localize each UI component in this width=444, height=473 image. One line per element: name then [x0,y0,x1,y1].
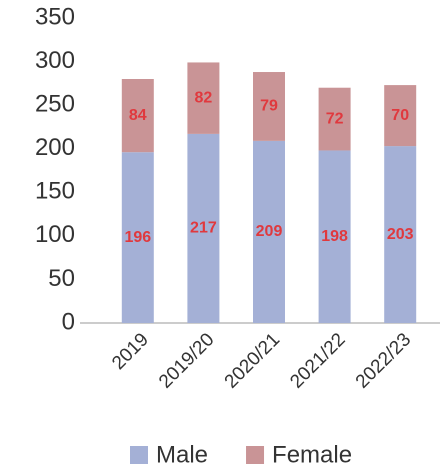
value-label: 203 [387,226,414,243]
value-label: 82 [195,89,213,106]
value-label: 79 [260,98,278,115]
y-tick-label: 350 [35,3,75,30]
legend-label: Female [272,441,352,468]
bar-segment [253,72,285,141]
x-tick-label: 2019/20 [155,329,218,392]
y-tick-label: 50 [48,265,75,292]
y-tick-label: 0 [62,308,75,335]
y-tick-label: 100 [35,221,75,248]
legend-swatch [246,446,265,464]
y-tick-label: 200 [35,134,75,161]
value-label: 70 [391,107,409,124]
x-tick-label: 2020/21 [221,329,284,392]
bar-segment [121,79,154,153]
bar-segment [121,152,154,323]
x-tick-label: 2021/22 [286,329,349,392]
bar-segment [318,150,351,323]
value-label: 209 [256,223,283,240]
bar-segment [384,85,417,147]
y-tick-label: 300 [35,47,75,74]
bar-segment [187,133,220,323]
value-label: 196 [124,229,151,246]
legend-label: Male [156,441,208,468]
y-tick-label: 150 [35,178,75,205]
value-label: 72 [326,110,344,127]
x-tick-label: 2019 [108,329,153,374]
value-label: 84 [129,107,147,124]
bar-segment [187,62,220,134]
bar-segment [318,87,351,151]
x-tick-label: 2022/23 [352,329,415,392]
value-label: 217 [190,220,217,237]
y-tick-label: 250 [35,90,75,117]
value-label: 198 [321,228,348,245]
bar-segment [253,140,285,323]
legend-swatch [130,446,148,464]
bar-segment [384,146,417,323]
